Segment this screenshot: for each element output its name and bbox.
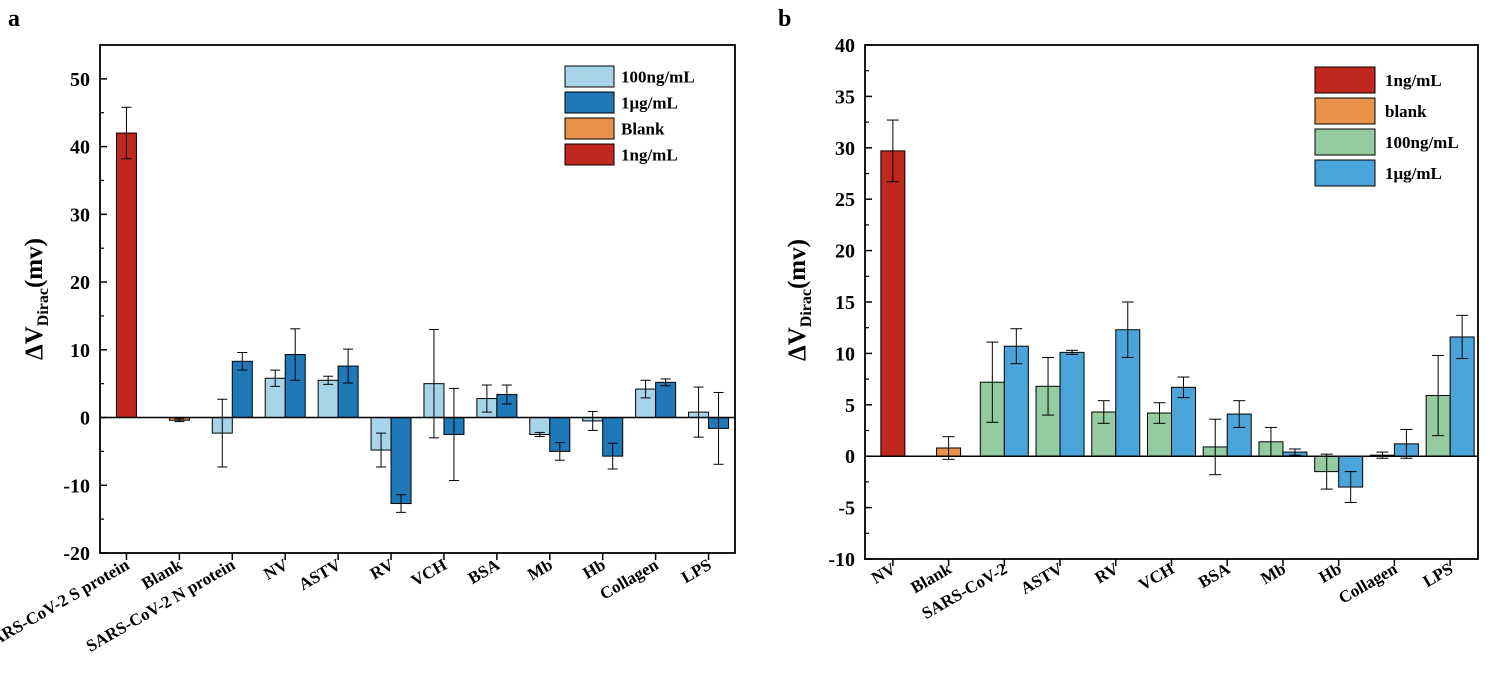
x-tick-label: Mb — [1257, 559, 1289, 588]
y-tick-label: 10 — [70, 340, 90, 362]
x-tick-label: ASTV — [295, 555, 344, 594]
bar — [115, 132, 137, 419]
bar — [1171, 386, 1196, 457]
x-tick-label: RV — [367, 555, 398, 584]
y-tick-label: 0 — [845, 446, 855, 468]
legend-label: 1μg/mL — [1385, 164, 1442, 183]
bar — [1059, 351, 1085, 457]
legend-swatch — [564, 117, 615, 140]
y-tick-label: 20 — [70, 272, 90, 294]
legend-swatch — [564, 91, 615, 114]
y-tick-label: 50 — [70, 69, 90, 91]
y-tick-label: 30 — [835, 138, 855, 160]
y-axis-label: ΔVDirac(mv) — [784, 239, 815, 361]
x-tick-label: Collagen — [1335, 559, 1401, 608]
y-tick-label: 20 — [835, 241, 855, 263]
x-tick-label: BSA — [1195, 559, 1234, 592]
panel-b-label: b — [778, 6, 791, 32]
legend-swatch — [564, 143, 615, 166]
legend-swatch — [1314, 159, 1376, 187]
y-axis-label-subscript: Dirac — [798, 289, 815, 327]
y-tick-label: 25 — [835, 189, 855, 211]
bar — [390, 417, 412, 505]
bar — [655, 381, 677, 419]
bar — [529, 417, 551, 435]
x-tick-label: Collagen — [596, 555, 662, 604]
y-tick-label: -10 — [828, 549, 855, 571]
y-tick-label: -5 — [838, 498, 855, 520]
plot-frame — [99, 44, 736, 554]
y-axis-label: ΔVDirac(mv) — [21, 238, 52, 360]
y-axis-label-main: ΔV — [784, 327, 811, 361]
bar — [1003, 345, 1029, 457]
x-tick-label: RV — [1092, 559, 1123, 588]
y-tick-label: 10 — [835, 343, 855, 365]
legend-label: Blank — [621, 120, 665, 139]
legend-swatch — [1314, 97, 1376, 125]
bar — [317, 379, 339, 419]
y-tick-label: 35 — [835, 86, 855, 108]
y-axis-label-unit: (mv) — [21, 238, 48, 288]
plot-frame — [864, 44, 1479, 560]
x-tick-label: ASTV — [1017, 559, 1066, 598]
y-tick-label: 30 — [70, 204, 90, 226]
y-tick-label: 40 — [835, 35, 855, 57]
x-tick-label: BSA — [465, 555, 504, 588]
legend-label: 100ng/mL — [1385, 133, 1459, 152]
y-axis-label-unit: (mv) — [784, 239, 811, 289]
x-tick-label: Hb — [1316, 559, 1345, 587]
legend-label: blank — [1385, 102, 1427, 121]
y-axis-label-main: ΔV — [21, 326, 48, 360]
legend-swatch — [1314, 66, 1376, 94]
x-tick-label: Hb — [580, 555, 609, 583]
legend-swatch — [564, 65, 615, 88]
x-tick-label: NV — [868, 559, 899, 588]
y-tick-label: 15 — [835, 292, 855, 314]
legend-label: 100ng/mL — [621, 68, 695, 87]
x-tick-label: VCH — [408, 555, 450, 590]
bar — [880, 150, 906, 457]
legend-label: 1ng/mL — [621, 146, 678, 165]
x-tick-label: NV — [260, 555, 291, 584]
y-axis-label-subscript: Dirac — [35, 288, 52, 326]
y-tick-label: -10 — [63, 475, 90, 497]
panel-a-label: a — [8, 6, 20, 32]
legend-label: 1μg/mL — [621, 94, 678, 113]
legend-swatch — [1314, 128, 1376, 156]
y-tick-label: -20 — [63, 543, 90, 565]
legend-label: 1ng/mL — [1385, 71, 1442, 90]
y-tick-label: 0 — [80, 408, 90, 430]
y-tick-label: 5 — [845, 395, 855, 417]
y-tick-label: 40 — [70, 137, 90, 159]
x-tick-label: Mb — [524, 555, 556, 584]
